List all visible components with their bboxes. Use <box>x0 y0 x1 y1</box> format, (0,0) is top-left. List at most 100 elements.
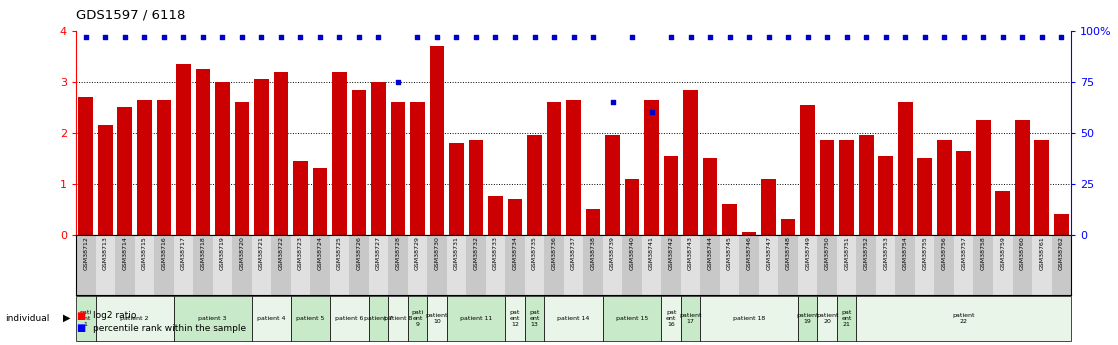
Point <box>116 34 134 40</box>
Bar <box>330 296 369 341</box>
Bar <box>722 204 737 235</box>
Point <box>96 34 114 40</box>
Text: patient 8: patient 8 <box>383 316 413 321</box>
Bar <box>896 235 915 295</box>
Bar <box>859 135 873 235</box>
Point <box>565 34 582 40</box>
Bar <box>388 235 408 295</box>
Point <box>897 34 915 40</box>
Bar <box>840 140 854 235</box>
Text: GSM38749: GSM38749 <box>805 236 811 270</box>
Point <box>214 34 231 40</box>
Bar <box>524 296 544 341</box>
Bar <box>703 158 718 235</box>
Bar <box>976 120 991 235</box>
Point <box>662 34 680 40</box>
Bar <box>193 235 212 295</box>
Point <box>721 34 739 40</box>
Bar <box>369 235 388 295</box>
Bar <box>759 235 778 295</box>
Point <box>389 79 407 85</box>
Text: GSM38744: GSM38744 <box>708 236 712 270</box>
Point <box>253 34 271 40</box>
Bar <box>918 158 932 235</box>
Bar <box>544 296 603 341</box>
Bar <box>528 135 542 235</box>
Bar <box>505 296 524 341</box>
Bar <box>390 102 405 235</box>
Text: GSM38745: GSM38745 <box>727 236 732 270</box>
Bar <box>157 100 171 235</box>
Text: patient
19: patient 19 <box>796 313 818 324</box>
Bar <box>351 90 367 235</box>
Point <box>858 34 875 40</box>
Text: pat
ent
16: pat ent 16 <box>666 310 676 327</box>
Text: ▶: ▶ <box>63 313 70 323</box>
Bar <box>954 235 974 295</box>
Bar <box>662 235 681 295</box>
Bar <box>408 235 427 295</box>
Text: GSM38743: GSM38743 <box>688 236 693 270</box>
Point <box>994 34 1012 40</box>
Bar <box>332 72 347 235</box>
Bar <box>778 235 798 295</box>
Bar <box>819 140 834 235</box>
Text: GSM38737: GSM38737 <box>571 236 576 270</box>
Text: GSM38746: GSM38746 <box>747 236 751 270</box>
Text: pati
ent
9: pati ent 9 <box>411 310 424 327</box>
Text: GSM38718: GSM38718 <box>200 236 206 270</box>
Point <box>760 34 778 40</box>
Text: GSM38717: GSM38717 <box>181 236 186 270</box>
Text: GSM38740: GSM38740 <box>629 236 635 270</box>
Point <box>428 34 446 40</box>
Bar <box>254 79 268 235</box>
Point <box>193 34 211 40</box>
Text: GSM38712: GSM38712 <box>83 236 88 270</box>
Point <box>1013 34 1031 40</box>
Bar <box>252 296 291 341</box>
Bar <box>310 235 330 295</box>
Bar <box>291 296 330 341</box>
Bar <box>489 196 503 235</box>
Bar <box>625 179 639 235</box>
Bar <box>856 235 875 295</box>
Point <box>877 34 894 40</box>
Bar <box>252 235 272 295</box>
Point <box>604 99 622 105</box>
Text: pat
ent
13: pat ent 13 <box>529 310 540 327</box>
Bar <box>466 235 485 295</box>
Bar <box>1052 235 1071 295</box>
Text: patient 11: patient 11 <box>459 316 492 321</box>
Bar <box>447 296 505 341</box>
Text: GSM38742: GSM38742 <box>669 236 673 270</box>
Bar <box>468 140 483 235</box>
Bar <box>761 179 776 235</box>
Bar <box>233 235 252 295</box>
Text: GSM38760: GSM38760 <box>1020 236 1025 270</box>
Bar <box>956 151 972 235</box>
Text: GSM38757: GSM38757 <box>961 236 966 270</box>
Bar <box>993 235 1013 295</box>
Bar <box>1013 235 1032 295</box>
Bar <box>1032 235 1052 295</box>
Bar <box>1034 140 1049 235</box>
Text: GSM38754: GSM38754 <box>902 236 908 270</box>
Bar <box>995 191 1010 235</box>
Bar <box>664 156 679 235</box>
Text: GSM38733: GSM38733 <box>493 236 498 270</box>
Bar <box>605 135 619 235</box>
Text: GSM38758: GSM38758 <box>980 236 986 270</box>
Point <box>740 34 758 40</box>
Bar <box>623 235 642 295</box>
Bar <box>603 296 662 341</box>
Bar <box>798 296 817 341</box>
Bar <box>720 235 739 295</box>
Bar <box>935 235 954 295</box>
Point <box>408 34 426 40</box>
Bar <box>584 235 603 295</box>
Text: GSM38730: GSM38730 <box>435 236 439 270</box>
Bar <box>856 296 1071 341</box>
Point <box>331 34 349 40</box>
Text: GSM38729: GSM38729 <box>415 236 420 270</box>
Bar <box>349 235 369 295</box>
